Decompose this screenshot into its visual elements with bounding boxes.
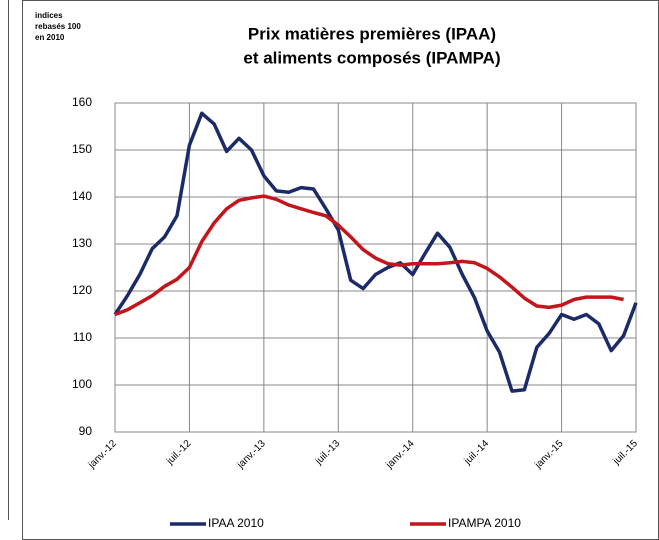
y-tick-label: 100 bbox=[72, 377, 92, 391]
chart-title: et aliments composés (IPAMPA) bbox=[243, 48, 500, 67]
legend-label: IPAMPA 2010 bbox=[448, 516, 521, 530]
y-tick-label: 130 bbox=[72, 236, 92, 250]
x-tick-label: janv.-15 bbox=[532, 438, 565, 471]
y-tick-label: 140 bbox=[72, 189, 92, 203]
annotation: indices bbox=[35, 11, 63, 20]
y-tick-label: 150 bbox=[72, 142, 92, 156]
plot-area bbox=[114, 102, 637, 433]
series-line bbox=[113, 111, 638, 393]
x-tick-label: janv.-13 bbox=[235, 438, 268, 471]
x-tick-label: juil.-14 bbox=[462, 438, 492, 468]
x-tick-label: janv.-14 bbox=[384, 438, 417, 471]
annotation: rebasés 100 bbox=[35, 22, 81, 31]
x-tick-label: juil.-12 bbox=[164, 438, 194, 468]
annotation: en 2010 bbox=[35, 33, 65, 42]
x-tick-label: juil.-13 bbox=[313, 438, 343, 468]
series-line bbox=[114, 194, 624, 317]
chart-frame bbox=[22, 0, 659, 540]
x-tick-label: juil.-15 bbox=[611, 438, 641, 468]
legend-label: IPAA 2010 bbox=[208, 516, 264, 530]
x-tick-label: janv.-12 bbox=[86, 438, 119, 471]
y-tick-label: 90 bbox=[79, 424, 93, 438]
y-tick-label: 120 bbox=[72, 283, 92, 297]
chart-title: Prix matières premières (IPAA) bbox=[248, 24, 496, 43]
y-tick-label: 160 bbox=[72, 95, 92, 109]
y-tick-label: 110 bbox=[73, 330, 92, 344]
